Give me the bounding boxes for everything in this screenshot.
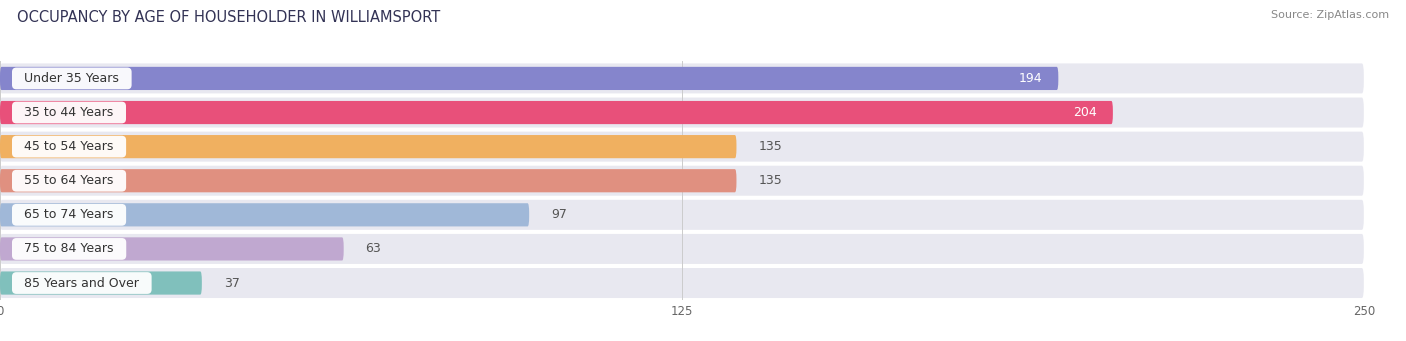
Text: 37: 37 <box>224 277 239 290</box>
Text: 65 to 74 Years: 65 to 74 Years <box>17 208 122 221</box>
Text: 85 Years and Over: 85 Years and Over <box>17 277 148 290</box>
Text: 35 to 44 Years: 35 to 44 Years <box>17 106 121 119</box>
Text: 97: 97 <box>551 208 567 221</box>
Text: 194: 194 <box>1018 72 1042 85</box>
FancyBboxPatch shape <box>0 169 737 192</box>
FancyBboxPatch shape <box>0 200 1364 230</box>
Text: Under 35 Years: Under 35 Years <box>17 72 127 85</box>
FancyBboxPatch shape <box>0 234 1364 264</box>
FancyBboxPatch shape <box>0 101 1114 124</box>
Text: OCCUPANCY BY AGE OF HOUSEHOLDER IN WILLIAMSPORT: OCCUPANCY BY AGE OF HOUSEHOLDER IN WILLI… <box>17 10 440 25</box>
Text: 45 to 54 Years: 45 to 54 Years <box>17 140 122 153</box>
Text: 204: 204 <box>1073 106 1097 119</box>
Text: Source: ZipAtlas.com: Source: ZipAtlas.com <box>1271 10 1389 20</box>
Text: 135: 135 <box>758 174 782 187</box>
FancyBboxPatch shape <box>0 268 1364 298</box>
Text: 55 to 64 Years: 55 to 64 Years <box>17 174 122 187</box>
Text: 135: 135 <box>758 140 782 153</box>
FancyBboxPatch shape <box>0 271 202 295</box>
FancyBboxPatch shape <box>0 237 343 261</box>
FancyBboxPatch shape <box>0 63 1364 93</box>
FancyBboxPatch shape <box>0 135 737 158</box>
FancyBboxPatch shape <box>0 132 1364 162</box>
Text: 63: 63 <box>366 242 381 255</box>
Text: 75 to 84 Years: 75 to 84 Years <box>17 242 122 255</box>
FancyBboxPatch shape <box>0 166 1364 196</box>
FancyBboxPatch shape <box>0 98 1364 128</box>
FancyBboxPatch shape <box>0 203 529 226</box>
FancyBboxPatch shape <box>0 67 1059 90</box>
